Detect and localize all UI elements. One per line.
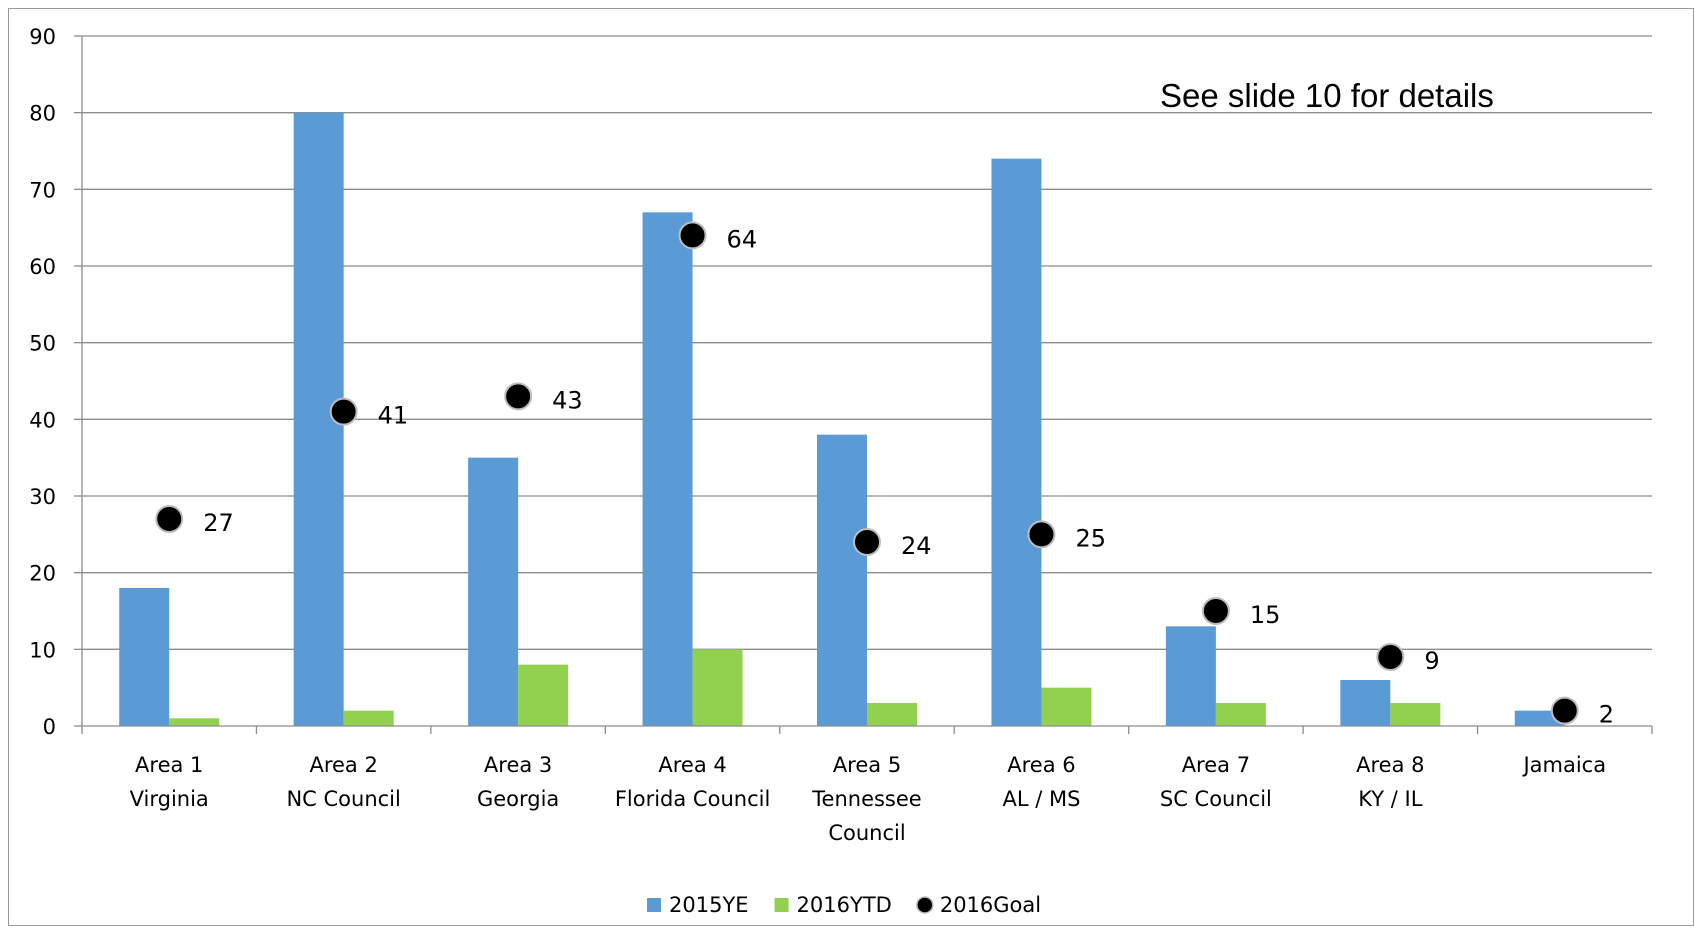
y-tick-label: 20 [29,562,56,586]
y-axis: 0 10 20 30 40 50 60 70 80 90 [29,25,82,739]
x-category-label-line: Florida Council [615,787,770,811]
goal-data-label: 27 [203,509,234,537]
goal-marker [1028,521,1054,547]
goal-marker [505,383,531,409]
x-category-label-line: Jamaica [1521,753,1606,777]
goal-data-label: 24 [901,532,932,560]
bar-2016ytd [867,703,917,726]
bar-2015ye [119,588,169,726]
y-tick-label: 50 [29,332,56,356]
x-category-label-line: Area 1 [135,753,203,777]
legend-label: 2016YTD [797,893,892,917]
x-category-label-line: Georgia [477,787,559,811]
legend-swatch [917,897,933,913]
x-axis: Area 1 Virginia Area 2 NC Council Area 3 Geor… [82,726,1652,845]
goal-data-label: 64 [727,225,758,253]
x-category-label: Area 4 Florida Council [615,753,770,811]
x-category-label-line: Area 5 [833,753,901,777]
x-category-label-line: Area 7 [1182,753,1250,777]
goal-data-label: 41 [378,402,409,430]
y-tick-label: 10 [29,638,56,662]
legend-swatch [647,898,661,912]
x-category-label-line: NC Council [286,787,400,811]
y-tick-label: 0 [43,715,56,739]
bar-2016ytd [169,718,219,726]
bar-2015ye [1166,626,1216,726]
x-category-label-line: Area 4 [658,753,726,777]
x-category-label-line: Area 8 [1356,753,1424,777]
bar-2015ye [991,159,1041,726]
bar-2015ye [817,435,867,726]
x-category-label-line: AL / MS [1002,787,1080,811]
goal-data-label: 15 [1250,601,1281,629]
goal-marker [854,529,880,555]
x-category-label-line: SC Council [1160,787,1272,811]
x-category-label: Area 6 AL / MS [1002,753,1080,811]
goal-data-label: 9 [1424,647,1439,675]
goal-marker [1552,698,1578,724]
x-category-label: Area 5 Tennessee Council [811,753,921,845]
x-category-label: Area 8 KY / IL [1356,753,1424,811]
annotation-note: See slide 10 for details [1160,77,1494,114]
legend-label: 2015YE [669,893,749,917]
goal-data-label: 25 [1075,524,1106,552]
x-category-label: Area 1 Virginia [130,753,209,811]
bar-2015ye [1340,680,1390,726]
y-tick-label: 30 [29,485,56,509]
goal-marker [680,222,706,248]
y-tick-label: 80 [29,102,56,126]
bar-2016ytd [1390,703,1440,726]
goal-marker [1377,644,1403,670]
legend-label: 2016Goal [940,893,1041,917]
x-category-label: Area 7 SC Council [1160,753,1272,811]
legend-swatch [775,898,789,912]
x-category-label: Area 2 NC Council [286,753,400,811]
y-tick-label: 70 [29,178,56,202]
bar-2016ytd [344,711,394,726]
goal-marker [1203,598,1229,624]
goal-data-label: 2 [1599,701,1614,729]
legend: 2015YE 2016YTD 2016Goal [647,893,1041,917]
bar-2016ytd [693,649,743,726]
bar-2016ytd [518,665,568,726]
x-category-label: Area 3 Georgia [477,753,559,811]
goal-markers: 27 41 43 64 24 25 15 9 2 [156,222,1614,728]
bar-2016ytd [1041,688,1091,726]
x-category-label-line: Tennessee [811,787,921,811]
x-category-label-line: Virginia [130,787,209,811]
goal-marker [331,399,357,425]
y-tick-label: 60 [29,255,56,279]
bar-2015ye [468,458,518,726]
goal-data-label: 43 [552,386,583,414]
goal-marker [156,506,182,532]
x-category-label-line: KY / IL [1358,787,1422,811]
bar-2015ye [643,212,693,726]
x-category-label-line: Council [828,821,905,845]
x-category-label-line: Area 2 [309,753,377,777]
x-category-label-line: Area 6 [1007,753,1075,777]
bar-2016ytd [1216,703,1266,726]
y-tick-label: 90 [29,25,56,49]
x-category-label: Jamaica [1521,753,1606,777]
y-tick-label: 40 [29,408,56,432]
x-category-label-line: Area 3 [484,753,552,777]
